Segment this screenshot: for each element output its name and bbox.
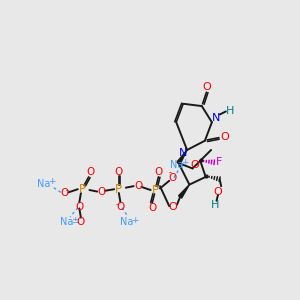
Text: Na: Na (170, 160, 184, 170)
Text: O: O (190, 160, 199, 170)
Text: O: O (61, 188, 69, 198)
Text: P: P (79, 183, 86, 196)
Text: -: - (169, 169, 172, 178)
Text: +: + (48, 177, 55, 186)
Text: Na: Na (120, 217, 133, 227)
Text: P: P (116, 183, 122, 196)
Text: -: - (116, 200, 119, 209)
Text: O: O (98, 187, 106, 196)
Text: H: H (211, 200, 219, 210)
Text: O: O (168, 173, 176, 184)
Text: O: O (220, 132, 229, 142)
Text: O: O (115, 167, 123, 176)
Text: O: O (77, 217, 85, 227)
Text: O: O (75, 202, 83, 212)
Text: ±: ± (71, 216, 79, 225)
Text: Na: Na (60, 217, 74, 227)
Text: H: H (226, 106, 235, 116)
Text: -: - (65, 186, 68, 195)
Polygon shape (178, 184, 189, 198)
Text: N: N (212, 112, 221, 123)
Text: O: O (154, 167, 163, 177)
Text: O: O (203, 82, 212, 92)
Text: O: O (214, 187, 223, 196)
Text: O: O (168, 202, 177, 212)
Text: O: O (116, 202, 124, 212)
Text: +: + (130, 215, 138, 224)
Text: O: O (86, 167, 94, 177)
Text: Na: Na (37, 179, 50, 189)
Text: N: N (179, 148, 188, 158)
Text: O: O (134, 181, 142, 191)
Text: P: P (152, 184, 159, 196)
Text: O: O (148, 203, 156, 213)
Polygon shape (177, 150, 187, 164)
Text: +: + (181, 158, 188, 167)
Text: F: F (216, 157, 222, 167)
